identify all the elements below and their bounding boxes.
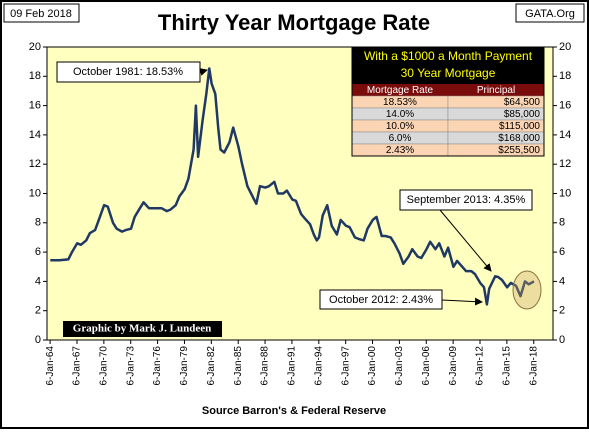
y-tick-label: 18 — [29, 70, 41, 82]
x-tick-label: 6-Jan-76 — [152, 346, 163, 386]
x-tick-label: 6-Jan-73 — [125, 346, 136, 386]
table-title-bg — [352, 48, 544, 84]
table-header-bg — [352, 84, 544, 96]
table-title: With a $1000 a Month Payment — [364, 49, 533, 63]
x-tick-label: 6-Jan-79 — [179, 346, 190, 386]
x-tick-label: 6-Jan-97 — [340, 346, 351, 386]
credit: Graphic by Mark J. Lundeen — [73, 323, 211, 335]
overlay: October 1981: 18.53% September 2013: 4.3… — [56, 47, 545, 337]
y2-tick-label: 6 — [559, 246, 565, 258]
y-tick-label: 14 — [29, 129, 41, 141]
y-tick-label: 2 — [35, 305, 41, 317]
source: Source Barron's & Federal Reserve — [202, 405, 386, 417]
y2-tick-label: 12 — [559, 158, 571, 170]
table-cell-text: $168,000 — [498, 133, 540, 144]
y-tick-label: 20 — [29, 41, 41, 53]
y2-tick-label: 8 — [559, 217, 565, 229]
x-tick-label: 6-Jan-85 — [233, 346, 244, 386]
site-box — [515, 3, 585, 23]
highlight-ellipse — [512, 270, 542, 310]
y2-tick-label: 0 — [559, 334, 565, 346]
table-cell-text: $64,500 — [504, 97, 541, 108]
date-label: 09 Feb 2018 — [10, 8, 72, 20]
y-tick-label: 6 — [35, 246, 41, 258]
table-cell-text: 6.0% — [389, 133, 412, 144]
x-tick-label: 6-Jan-15 — [502, 346, 513, 386]
table-cell-text: $115,000 — [499, 121, 540, 132]
table-border — [351, 47, 545, 157]
annotation: September 2013: 4.35% — [407, 194, 526, 206]
table-cell-text: $255,500 — [498, 145, 540, 156]
y-tick-label: 12 — [29, 158, 41, 170]
y-tick-label: 4 — [35, 275, 41, 287]
table-title: 30 Year Mortgage — [401, 66, 496, 80]
annotation-arrow — [199, 68, 208, 76]
x-tick-label: 6-Jan-91 — [287, 346, 298, 386]
y-tick-label: 10 — [29, 187, 41, 199]
x-tick-label: 6-Jan-82 — [206, 346, 217, 386]
annotation-arrow — [441, 297, 483, 306]
x-tick-label: 6-Jan-12 — [475, 346, 486, 386]
x-tick-label: 6-Jan-18 — [528, 346, 539, 386]
annotation-box — [319, 289, 443, 310]
table-cell-text: 2.43% — [386, 145, 414, 156]
date-box — [3, 3, 80, 23]
series-line — [50, 67, 535, 306]
x-tick-label: 6-Jan-09 — [448, 346, 459, 386]
inset-table: With a $1000 a Month Payment 30 Year Mort… — [351, 47, 545, 157]
annotation-box — [399, 189, 533, 211]
y2-tick-label: 20 — [559, 41, 571, 53]
chart-title: Thirty Year Mortgage Rate — [158, 10, 430, 35]
y2-tick-label: 16 — [559, 100, 571, 112]
table-cell-text: 14.0% — [386, 109, 414, 120]
y2-tick-label: 18 — [559, 70, 571, 82]
table-cell-text: 10.0% — [386, 121, 414, 132]
table-cell-text: 18.53% — [383, 97, 417, 108]
y2-tick-label: 2 — [559, 305, 565, 317]
y-tick-label: 0 — [35, 334, 41, 346]
plot-layer: 0 0 2 2 4 4 6 6 8 8 10 10 12 12 14 14 16 16 18 18 20 20 6-Jan-… — [29, 41, 572, 386]
x-tick-label: 6-Jan-64 — [45, 346, 56, 386]
x-tick-label: 6-Jan-94 — [313, 346, 324, 386]
x-tick-label: 6-Jan-03 — [394, 346, 405, 386]
table-header: Principal — [477, 85, 515, 96]
table-header: Mortgage Rate — [367, 85, 434, 96]
y2-tick-label: 4 — [559, 275, 565, 287]
y-tick-label: 8 — [35, 217, 41, 229]
y-tick-label: 16 — [29, 100, 41, 112]
y2-tick-label: 14 — [559, 129, 571, 141]
site-label: GATA.Org — [525, 8, 575, 20]
x-tick-label: 6-Jan-67 — [72, 346, 83, 386]
annotation: October 1981: 18.53% — [73, 66, 183, 78]
x-tick-label: 6-Jan-06 — [421, 346, 432, 386]
x-tick-label: 6-Jan-70 — [99, 346, 110, 386]
credit-box — [63, 321, 222, 337]
x-tick-label: 6-Jan-88 — [260, 346, 271, 386]
annotation-arrow — [439, 209, 492, 272]
table-cell-text: $85,000 — [504, 109, 541, 120]
y2-tick-label: 10 — [559, 187, 571, 199]
x-tick-label: 6-Jan-00 — [367, 346, 378, 386]
annotation: October 2012: 2.43% — [329, 294, 433, 306]
